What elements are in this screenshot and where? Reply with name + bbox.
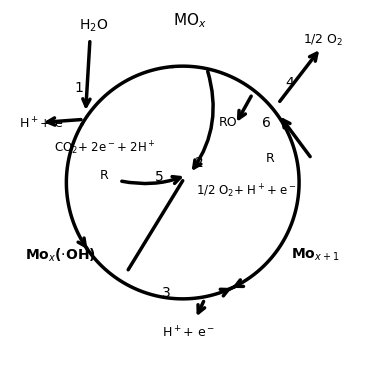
Text: 1/2 O$_2$+ H$^+$+ e$^-$: 1/2 O$_2$+ H$^+$+ e$^-$	[196, 183, 297, 200]
Text: R: R	[100, 169, 109, 182]
Text: 1: 1	[74, 81, 84, 95]
Text: 2: 2	[195, 155, 203, 169]
Text: 5: 5	[155, 170, 163, 184]
Text: H$_2$O: H$_2$O	[79, 18, 108, 34]
Text: 1/2 O$_2$: 1/2 O$_2$	[302, 33, 343, 48]
Text: 6: 6	[262, 115, 271, 130]
Text: H$^+$+ e$^-$: H$^+$+ e$^-$	[19, 117, 72, 132]
Text: CO$_2$+ 2e$^-$+ 2H$^+$: CO$_2$+ 2e$^-$+ 2H$^+$	[54, 139, 155, 157]
Text: 4: 4	[286, 76, 294, 89]
Text: Mo$_x$($\cdot$OH): Mo$_x$($\cdot$OH)	[25, 246, 97, 264]
Text: MO$_x$: MO$_x$	[173, 11, 207, 30]
Text: RO: RO	[219, 116, 238, 129]
Text: H$^+$+ e$^-$: H$^+$+ e$^-$	[162, 326, 215, 341]
Text: R: R	[266, 152, 274, 165]
Text: 3: 3	[162, 287, 171, 300]
Text: Mo$_{x+1}$: Mo$_{x+1}$	[291, 247, 340, 264]
